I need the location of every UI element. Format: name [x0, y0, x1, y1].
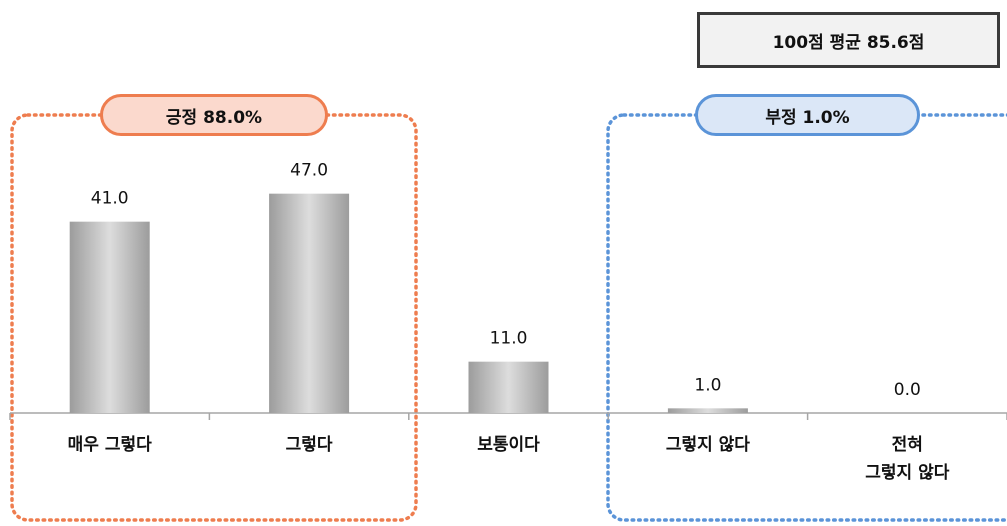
- negative-group-text: 부정 1.0%: [765, 107, 850, 128]
- positive-group-text: 긍정 88.0%: [165, 107, 263, 128]
- data-label: 0.0: [894, 380, 921, 400]
- category-label: 그렇지 않다: [666, 435, 750, 455]
- data-label: 41.0: [91, 189, 129, 209]
- negative-group-bracket: [606, 113, 1007, 522]
- category-label: 매우 그렇다: [68, 435, 152, 455]
- average-score-box: 100점 평균 85.6점: [697, 12, 1000, 68]
- bar: [269, 193, 350, 413]
- data-label: 47.0: [290, 161, 328, 181]
- data-label: 1.0: [694, 375, 721, 395]
- negative-group-label: 부정 1.0%: [695, 94, 920, 136]
- data-label: 11.0: [490, 329, 528, 349]
- average-score-text: 100점 평균 85.6점: [772, 32, 925, 53]
- category-label: 그렇지 않다: [865, 463, 949, 483]
- category-label: 그렇다: [286, 435, 333, 455]
- category-label: 전혀: [892, 435, 923, 455]
- bar: [468, 361, 549, 413]
- positive-group-label: 긍정 88.0%: [100, 94, 328, 136]
- positive-group-bracket: [10, 113, 418, 522]
- bar: [69, 221, 150, 413]
- bar: [667, 408, 748, 413]
- category-label: 보통이다: [477, 435, 540, 455]
